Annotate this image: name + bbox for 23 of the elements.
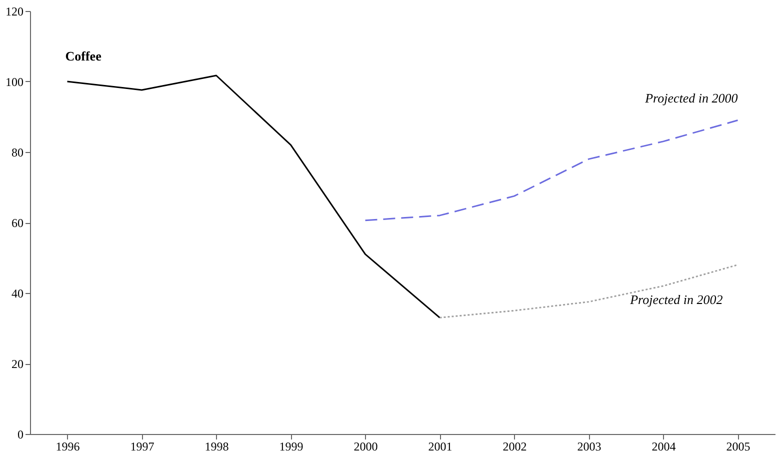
x-tick-label: 1997 bbox=[130, 440, 154, 454]
line-series bbox=[439, 264, 738, 318]
x-tick-label: 2004 bbox=[652, 440, 676, 454]
x-tick-label: 2003 bbox=[577, 440, 602, 454]
x-tick-label: 1999 bbox=[279, 440, 304, 454]
line-series bbox=[66, 74, 440, 318]
x-tick-label: 2000 bbox=[354, 440, 378, 454]
y-tick-label: 60 bbox=[12, 216, 24, 230]
series-label: Projected in 2000 bbox=[644, 90, 738, 106]
x-tick-label: 2001 bbox=[428, 440, 452, 454]
x-tick-label: 2005 bbox=[726, 440, 750, 454]
y-tick-label: 40 bbox=[12, 286, 24, 300]
y-tick-label: 120 bbox=[6, 4, 24, 18]
x-tick-label: 1996 bbox=[56, 440, 80, 454]
line-series bbox=[364, 120, 738, 222]
y-tick-label: 20 bbox=[12, 357, 24, 371]
series-label: Coffee bbox=[65, 48, 102, 64]
y-tick-label: 0 bbox=[18, 428, 24, 442]
y-tick-label: 100 bbox=[6, 75, 24, 89]
y-tick-label: 80 bbox=[12, 146, 24, 160]
series-label: Projected in 2002 bbox=[629, 292, 724, 307]
x-tick-label: 2002 bbox=[502, 440, 527, 454]
x-tick-label: 1998 bbox=[204, 440, 229, 454]
